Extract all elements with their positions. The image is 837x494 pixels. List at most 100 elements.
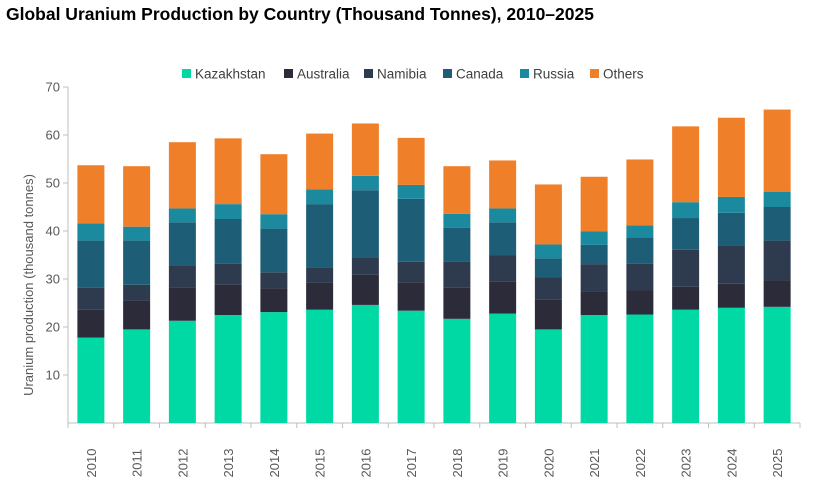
- bar-segment-kazakhstan: [168, 320, 196, 423]
- bar-segment-australia: [626, 290, 654, 315]
- legend-swatch-russia: [520, 69, 529, 78]
- bar-segment-canada: [672, 218, 700, 250]
- bar-segment-others: [717, 117, 745, 197]
- bar-segment-russia: [260, 214, 288, 229]
- bar-segment-namibia: [214, 263, 242, 285]
- bar-segment-others: [580, 176, 608, 232]
- bar-segment-namibia: [123, 284, 151, 301]
- bar-segment-australia: [489, 281, 517, 314]
- bar-segment-others: [443, 166, 471, 214]
- bar-segment-canada: [397, 198, 425, 262]
- legend-label-canada: Canada: [456, 67, 504, 82]
- bar-segment-others: [626, 159, 654, 226]
- bar-segment-namibia: [77, 287, 105, 310]
- bar-segment-others: [534, 184, 562, 245]
- bar-segment-canada: [626, 237, 654, 264]
- legend-swatch-namibia: [364, 69, 373, 78]
- bar-segment-kazakhstan: [123, 329, 151, 423]
- bar-segment-canada: [77, 240, 105, 288]
- bar-segment-canada: [534, 258, 562, 278]
- x-tick-label: 2011: [130, 449, 145, 477]
- bar-segment-others: [123, 166, 151, 227]
- bar-segment-kazakhstan: [717, 307, 745, 423]
- x-tick-label: 2019: [496, 449, 511, 478]
- bar-segment-russia: [626, 225, 654, 238]
- bar-segment-canada: [489, 222, 517, 256]
- bar-segment-russia: [123, 226, 151, 241]
- bar-segment-kazakhstan: [214, 315, 242, 423]
- bar-segment-russia: [443, 213, 471, 228]
- bar-segment-namibia: [534, 277, 562, 300]
- bar-segment-others: [168, 142, 196, 209]
- x-tick-label: 2021: [587, 449, 602, 478]
- bar-segment-australia: [351, 274, 379, 305]
- x-tick-label: 2013: [221, 449, 236, 478]
- legend-label-others: Others: [603, 67, 644, 82]
- bar-segment-namibia: [351, 257, 379, 275]
- bar-segment-kazakhstan: [443, 318, 471, 423]
- legend-swatch-others: [590, 69, 599, 78]
- bar-segment-russia: [489, 208, 517, 223]
- x-tick-label: 2025: [770, 449, 785, 478]
- bar-segment-canada: [717, 212, 745, 246]
- bar-segment-others: [489, 160, 517, 209]
- bar-segment-canada: [351, 190, 379, 258]
- y-tick-label: 50: [46, 176, 60, 191]
- bar-segment-australia: [763, 280, 791, 307]
- x-tick-label: 2015: [313, 449, 328, 478]
- x-tick-label: 2012: [175, 449, 190, 478]
- bar-segment-kazakhstan: [77, 337, 105, 423]
- bar-segment-canada: [763, 207, 791, 241]
- bar-segment-australia: [717, 283, 745, 308]
- bar-segment-russia: [351, 175, 379, 191]
- bar-segment-canada: [306, 204, 334, 268]
- bar-segment-canada: [214, 219, 242, 264]
- y-tick-label: 40: [46, 224, 60, 239]
- bar-segment-namibia: [672, 249, 700, 287]
- bar-segment-namibia: [397, 261, 425, 283]
- x-tick-label: 2014: [267, 449, 282, 478]
- bar-segment-australia: [306, 282, 334, 310]
- bar-segment-others: [77, 165, 105, 224]
- bar-segment-namibia: [626, 263, 654, 291]
- bar-segment-kazakhstan: [763, 306, 791, 423]
- bar-segment-namibia: [306, 267, 334, 283]
- bar-segment-australia: [77, 309, 105, 338]
- bar-segment-namibia: [260, 272, 288, 289]
- bar-segment-namibia: [168, 265, 196, 288]
- bar-segment-others: [351, 123, 379, 176]
- bar-segment-australia: [214, 284, 242, 315]
- bar-segment-australia: [534, 299, 562, 330]
- chart-title: Global Uranium Production by Country (Th…: [6, 4, 594, 24]
- bar-segment-namibia: [717, 245, 745, 284]
- bar-segment-others: [672, 126, 700, 203]
- legend-swatch-kazakhstan: [182, 69, 191, 78]
- bar-segment-russia: [580, 231, 608, 245]
- bar-segment-kazakhstan: [580, 315, 608, 423]
- legend-label-namibia: Namibia: [377, 67, 427, 82]
- bar-segment-others: [306, 133, 334, 190]
- bar-segment-kazakhstan: [626, 314, 654, 423]
- x-tick-label: 2022: [633, 449, 648, 478]
- bar-segment-kazakhstan: [672, 309, 700, 423]
- bar-segment-australia: [443, 287, 471, 319]
- chart-legend: Kazakhstan Australia Namibia Canada Russia Ot…: [182, 67, 644, 82]
- bar-segment-namibia: [489, 255, 517, 282]
- legend-label-russia: Russia: [533, 67, 575, 82]
- bar-segment-australia: [672, 286, 700, 310]
- y-tick-label: 60: [46, 128, 60, 143]
- bar-segment-canada: [168, 222, 196, 266]
- bar-segment-canada: [123, 240, 151, 285]
- legend-swatch-canada: [443, 69, 452, 78]
- x-tick-label: 2020: [541, 449, 556, 478]
- bar-segment-others: [763, 109, 791, 192]
- bar-segment-australia: [168, 287, 196, 321]
- bar-segment-russia: [717, 196, 745, 213]
- y-tick-label: 30: [46, 272, 60, 287]
- chart-axes: 10 20 30 40 50 60 70 2010 2011 2012 2013 2014 2015 20…: [46, 80, 801, 478]
- bar-segment-kazakhstan: [489, 313, 517, 423]
- bar-segment-kazakhstan: [260, 312, 288, 423]
- bar-segment-russia: [672, 202, 700, 219]
- legend-swatch-australia: [284, 69, 293, 78]
- x-tick-label: 2017: [404, 449, 419, 478]
